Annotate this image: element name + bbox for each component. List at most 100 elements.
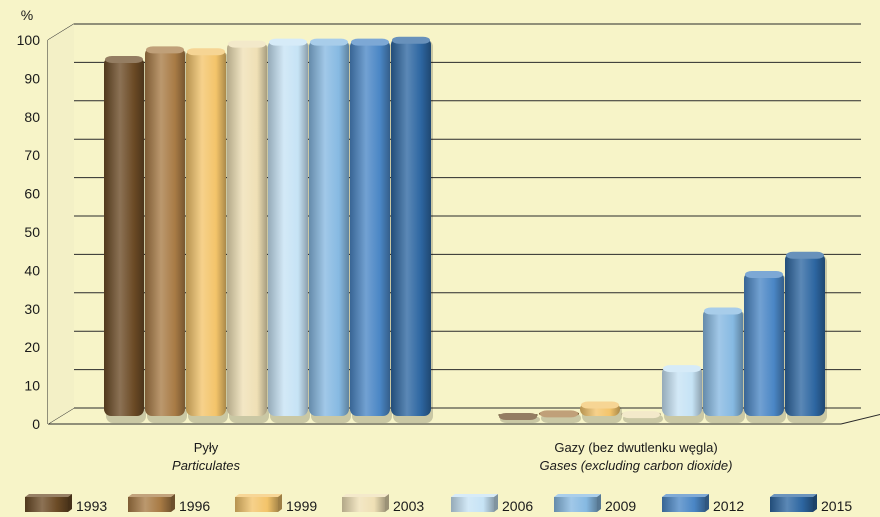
bar-top — [269, 38, 307, 46]
bar — [662, 365, 704, 423]
legend-label: 2006 — [502, 498, 533, 514]
bar-top — [581, 401, 619, 409]
bar — [227, 40, 269, 423]
category-labels: Pyły Particulates Gazy (bez dwutlenku węgl… — [172, 440, 732, 473]
bar-top — [663, 365, 701, 373]
bar-top — [105, 55, 143, 63]
legend-label: 1993 — [76, 498, 107, 514]
bar — [785, 251, 827, 423]
category-label-english: Gases (excluding carbon dioxide) — [540, 458, 733, 473]
legend-swatch-side — [494, 494, 498, 512]
y-tick-label: 10 — [24, 378, 40, 394]
y-tick-label: 70 — [24, 147, 40, 163]
legend-label: 2003 — [393, 498, 424, 514]
bar-top — [540, 410, 578, 418]
legend-item: 2006 — [451, 494, 533, 514]
legend-label: 1996 — [179, 498, 210, 514]
legend-swatch — [128, 497, 171, 512]
legend-swatch-top — [770, 494, 817, 497]
legend-label: 1999 — [286, 498, 317, 514]
y-tick-label: 40 — [24, 262, 40, 278]
legend-swatch-top — [451, 494, 498, 497]
bar — [580, 401, 622, 423]
legend-swatch-side — [68, 494, 72, 512]
bar-body — [350, 39, 390, 417]
bar — [703, 307, 745, 423]
bar-body — [186, 49, 226, 416]
legend-swatch — [451, 497, 494, 512]
legend-swatch — [342, 497, 385, 512]
bar — [391, 36, 433, 423]
bar-top — [310, 38, 348, 46]
legend-swatch — [235, 497, 278, 512]
bar-top — [745, 271, 783, 278]
legend-swatch-top — [662, 494, 709, 497]
x-axis-edge — [840, 413, 880, 425]
bar-top — [392, 36, 430, 44]
legend-label: 2015 — [821, 498, 852, 514]
bar-top — [351, 38, 389, 46]
legend-swatch-top — [554, 494, 601, 497]
y-tick-labels: 0 10 20 30 40 50 60 70 80 90 100 — [17, 32, 41, 432]
legend-item: 2003 — [342, 494, 424, 514]
legend-swatch — [662, 497, 705, 512]
bar-body — [785, 252, 825, 416]
category-label-english: Particulates — [172, 458, 240, 473]
bar — [621, 411, 663, 423]
y-tick-label: 0 — [32, 416, 40, 432]
bar-top — [499, 413, 537, 420]
legend-label: 2009 — [605, 498, 636, 514]
bar — [268, 38, 310, 424]
bar — [350, 38, 392, 424]
bar-top — [622, 411, 660, 419]
bar-body — [309, 39, 349, 417]
y-tick-label: 50 — [24, 224, 40, 240]
bar-body — [391, 37, 431, 416]
legend-item: 1996 — [128, 494, 210, 514]
category-label: Pyły — [194, 440, 219, 455]
bar — [744, 271, 786, 423]
legend-swatch-side — [171, 494, 175, 512]
legend-item: 1993 — [25, 494, 107, 514]
bar-body — [227, 41, 267, 416]
bar — [539, 410, 581, 423]
bar — [309, 38, 351, 424]
legend-swatch-top — [25, 494, 72, 497]
bar — [498, 413, 540, 423]
legend-swatch-side — [597, 494, 601, 512]
legend-swatch-top — [342, 494, 389, 497]
bar — [145, 46, 187, 424]
legend: 1993 1996 1999 2003 2006 2009 2012 2015 — [25, 494, 852, 514]
legend-swatch-side — [705, 494, 709, 512]
bar-body — [145, 47, 185, 417]
bar-top — [704, 307, 742, 315]
bar-top — [187, 48, 225, 56]
legend-swatch-side — [813, 494, 817, 512]
legend-swatch — [554, 497, 597, 512]
category-label: Gazy (bez dwutlenku węgla) — [554, 440, 717, 455]
bar-top — [228, 40, 266, 48]
bar-top — [786, 251, 824, 259]
legend-swatch — [25, 497, 68, 512]
legend-swatch-side — [278, 494, 282, 512]
bars — [104, 36, 827, 424]
legend-swatch — [770, 497, 813, 512]
y-tick-label: 20 — [24, 339, 40, 355]
bar-body — [662, 366, 702, 416]
bar-body — [703, 308, 743, 416]
legend-label: 2012 — [713, 498, 744, 514]
legend-swatch-top — [128, 494, 175, 497]
bar-body — [744, 272, 784, 416]
legend-swatch-side — [385, 494, 389, 512]
bar — [186, 48, 228, 423]
legend-item: 2009 — [554, 494, 636, 514]
legend-item: 1999 — [235, 494, 317, 514]
bar — [104, 55, 146, 424]
y-tick-label: 30 — [24, 301, 40, 317]
bar-body — [268, 39, 308, 417]
y-tick-label: 80 — [24, 109, 40, 125]
bar-top — [146, 46, 184, 54]
y-tick-label: 100 — [17, 32, 41, 48]
plot-side-wall — [48, 24, 74, 424]
